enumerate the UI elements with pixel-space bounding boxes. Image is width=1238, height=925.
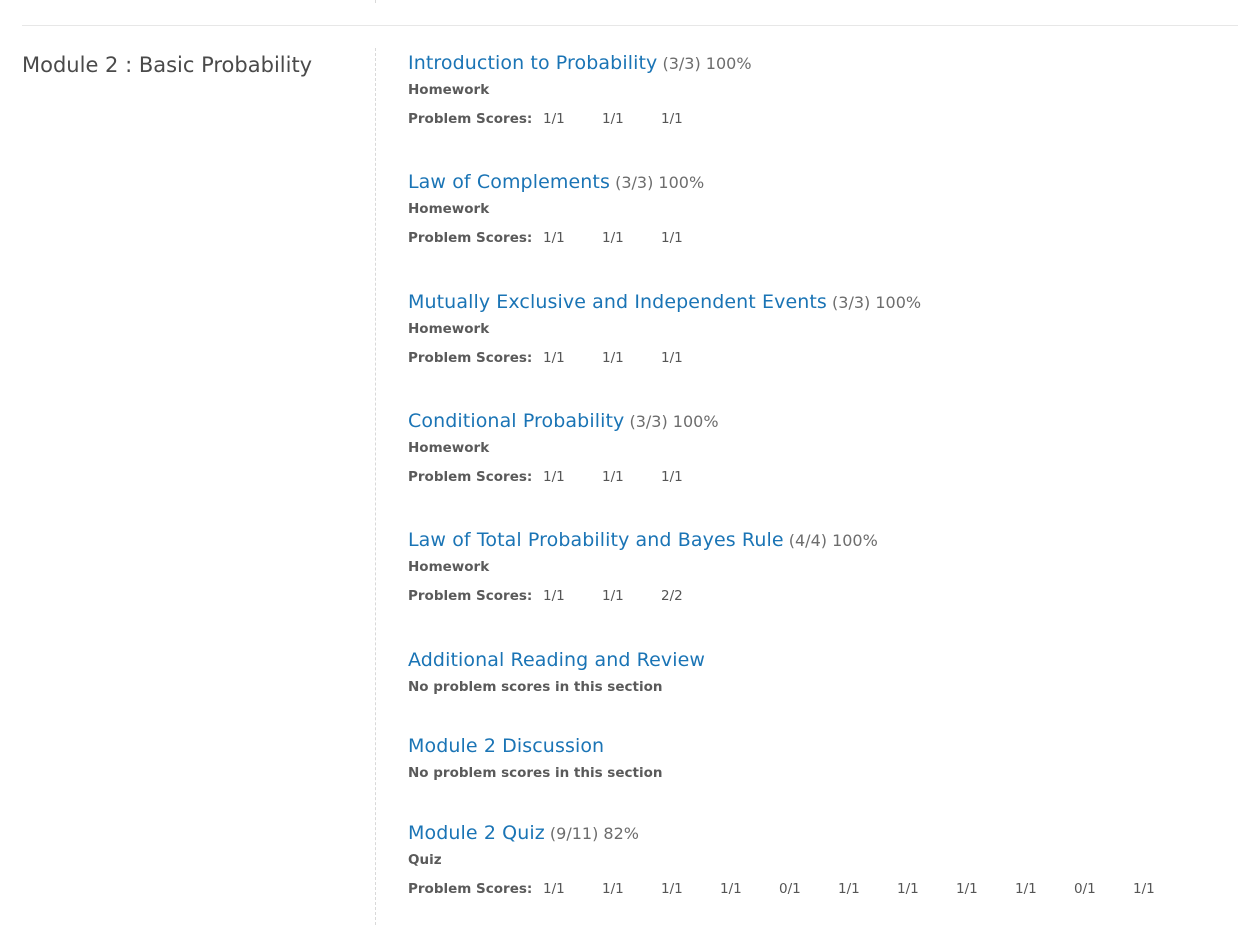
problem-scores-label: Problem Scores: xyxy=(408,350,533,366)
no-scores-note: No problem scores in this section xyxy=(408,679,663,695)
problem-score: 2/2 xyxy=(661,588,683,604)
problem-score: 0/1 xyxy=(1074,881,1096,897)
problem-score: 1/1 xyxy=(602,111,624,127)
section-header: Module 2 Discussion xyxy=(408,731,1228,761)
problem-scores-label: Problem Scores: xyxy=(408,230,533,246)
problem-score: 1/1 xyxy=(602,230,624,246)
section-title-link[interactable]: Introduction to Probability xyxy=(408,52,658,74)
problem-score: 1/1 xyxy=(1133,881,1155,897)
section-score: (3/3) 100% xyxy=(615,173,705,192)
section-header: Law of Total Probability and Bayes Rule … xyxy=(408,525,1228,555)
problem-scores-row: Problem Scores: 1/1 1/1 2/2 xyxy=(408,586,1228,606)
section-type: Homework xyxy=(408,321,490,337)
section-title-link[interactable]: Module 2 Quiz xyxy=(408,822,545,844)
section-header: Additional Reading and Review xyxy=(408,645,1228,675)
problem-score: 1/1 xyxy=(661,350,683,366)
section-score: (9/11) 82% xyxy=(549,824,639,843)
progress-section: Law of Complements (3/3) 100% Homework Pro… xyxy=(408,167,1228,248)
section-score: (3/3) 100% xyxy=(832,293,922,312)
problem-score: 1/1 xyxy=(543,230,565,246)
problem-scores-row: Problem Scores: 1/1 1/1 1/1 xyxy=(408,348,1228,368)
problem-score: 1/1 xyxy=(661,230,683,246)
problem-score: 1/1 xyxy=(543,350,565,366)
problem-score: 1/1 xyxy=(602,469,624,485)
problem-scores-row: Problem Scores: 1/1 1/1 1/1 xyxy=(408,228,1228,248)
section-type: Homework xyxy=(408,201,490,217)
column-divider-top xyxy=(375,0,376,3)
section-type: Quiz xyxy=(408,852,442,868)
progress-section: Module 2 Discussion No problem scores in … xyxy=(408,731,1228,783)
section-score: (3/3) 100% xyxy=(662,54,752,73)
section-header: Introduction to Probability (3/3) 100% xyxy=(408,48,1228,78)
section-title-link[interactable]: Law of Complements xyxy=(408,171,610,193)
problem-score: 1/1 xyxy=(661,469,683,485)
problem-scores-label: Problem Scores: xyxy=(408,111,533,127)
problem-scores-label: Problem Scores: xyxy=(408,588,533,604)
section-type: Homework xyxy=(408,559,490,575)
problem-score: 1/1 xyxy=(602,881,624,897)
problem-score: 1/1 xyxy=(720,881,742,897)
section-type: Homework xyxy=(408,82,490,98)
problem-score: 1/1 xyxy=(838,881,860,897)
problem-score: 1/1 xyxy=(543,588,565,604)
section-title-link[interactable]: Conditional Probability xyxy=(408,410,625,432)
problem-scores-label: Problem Scores: xyxy=(408,881,533,897)
module-separator xyxy=(22,25,1238,26)
section-title-link[interactable]: Mutually Exclusive and Independent Event… xyxy=(408,291,827,313)
problem-scores-row: Problem Scores: 1/1 1/1 1/1 xyxy=(408,467,1228,487)
section-title-link[interactable]: Additional Reading and Review xyxy=(408,649,706,671)
section-type: Homework xyxy=(408,440,490,456)
problem-score: 0/1 xyxy=(779,881,801,897)
section-header: Module 2 Quiz (9/11) 82% xyxy=(408,818,1228,848)
problem-score: 1/1 xyxy=(956,881,978,897)
section-header: Mutually Exclusive and Independent Event… xyxy=(408,287,1228,317)
section-title-link[interactable]: Law of Total Probability and Bayes Rule xyxy=(408,529,784,551)
problem-score: 1/1 xyxy=(543,881,565,897)
problem-score: 1/1 xyxy=(1015,881,1037,897)
column-divider xyxy=(375,48,376,925)
progress-section: Introduction to Probability (3/3) 100% Ho… xyxy=(408,48,1228,129)
progress-section: Law of Total Probability and Bayes Rule … xyxy=(408,525,1228,606)
problem-scores-row: Problem Scores: 1/1 1/1 1/1 xyxy=(408,109,1228,129)
problem-score: 1/1 xyxy=(661,881,683,897)
section-score: (4/4) 100% xyxy=(788,531,878,550)
no-scores-note: No problem scores in this section xyxy=(408,765,663,781)
problem-scores-row: Problem Scores: 1/1 1/1 1/1 1/1 0/1 1/1 1/1 1/1 1… xyxy=(408,879,1228,899)
problem-score: 1/1 xyxy=(543,469,565,485)
problem-score: 1/1 xyxy=(602,588,624,604)
section-header: Conditional Probability (3/3) 100% xyxy=(408,406,1228,436)
progress-section: Module 2 Quiz (9/11) 82% Quiz Problem Scor… xyxy=(408,818,1228,899)
problem-score: 1/1 xyxy=(543,111,565,127)
module-title: Module 2 : Basic Probability xyxy=(22,53,313,77)
problem-score: 1/1 xyxy=(602,350,624,366)
problem-score: 1/1 xyxy=(661,111,683,127)
progress-section: Additional Reading and Review No problem … xyxy=(408,645,1228,697)
section-title-link[interactable]: Module 2 Discussion xyxy=(408,735,605,757)
progress-section: Conditional Probability (3/3) 100% Homewo… xyxy=(408,406,1228,487)
problem-score: 1/1 xyxy=(897,881,919,897)
section-score: (3/3) 100% xyxy=(629,412,719,431)
progress-section: Mutually Exclusive and Independent Event… xyxy=(408,287,1228,368)
problem-scores-label: Problem Scores: xyxy=(408,469,533,485)
section-header: Law of Complements (3/3) 100% xyxy=(408,167,1228,197)
